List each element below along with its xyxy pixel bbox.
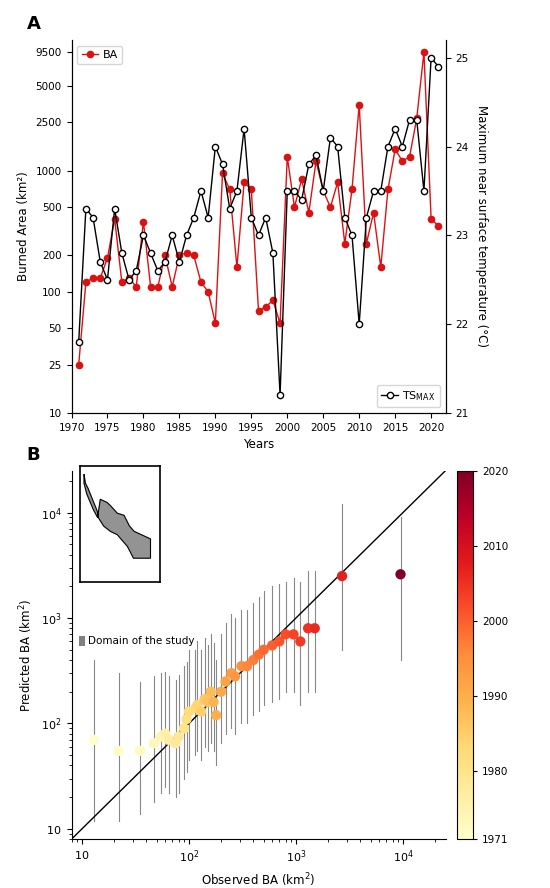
Point [212,708,221,722]
Point [289,627,298,641]
Point [182,712,191,726]
Point [217,685,226,699]
Text: Domain of the study: Domain of the study [89,637,195,646]
Point [164,733,173,747]
Point [204,695,212,710]
Point [161,726,169,741]
Text: A: A [26,15,41,33]
Point [180,721,189,735]
Text: B: B [26,446,40,464]
Point [338,569,346,583]
Y-axis label: Maximum near surface temperature (°C): Maximum near surface temperature (°C) [475,106,488,347]
Point [304,622,312,636]
Point [209,695,218,710]
Point [150,736,158,750]
X-axis label: Observed BA (km$^2$): Observed BA (km$^2$) [201,871,316,888]
Point [227,666,236,680]
Point [310,622,319,636]
Legend: TS$_{\mathregular{MAX}}$: TS$_{\mathregular{MAX}}$ [377,385,440,408]
Y-axis label: Burned Area (km²): Burned Area (km²) [17,171,30,281]
Point [275,634,284,648]
Point [197,704,206,718]
Point [90,733,98,747]
Point [237,659,246,673]
Point [174,730,183,744]
Legend: BA: BA [77,45,122,65]
Point [157,730,166,744]
FancyBboxPatch shape [79,637,85,646]
Point [136,744,145,758]
Point [191,701,200,715]
Point [221,674,230,688]
Point [193,698,202,712]
Y-axis label: Predicted BA (km$^2$): Predicted BA (km$^2$) [18,599,35,711]
Point [184,704,193,718]
Point [259,643,268,657]
Polygon shape [84,475,151,559]
Point [200,692,209,706]
Point [281,627,290,641]
Point [243,659,251,673]
Point [296,634,305,648]
Point [268,638,277,653]
Point [171,736,180,750]
Point [206,685,215,699]
Point [230,670,239,684]
Point [255,647,263,662]
Point [249,653,258,667]
Point [114,744,123,758]
X-axis label: Years: Years [243,438,274,451]
Point [396,567,405,582]
